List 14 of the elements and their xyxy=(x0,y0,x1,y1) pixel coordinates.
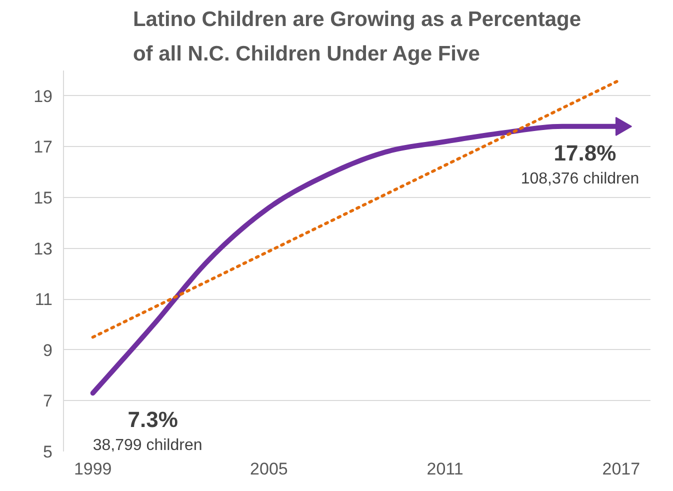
annotation: 17.8% 108,376 children xyxy=(520,140,640,188)
x-tick-label: 2011 xyxy=(426,460,464,478)
x-tick-label: 2005 xyxy=(250,460,288,478)
y-tick-label: 5 xyxy=(43,442,53,462)
x-tick-label: 2017 xyxy=(602,460,640,478)
y-tick-label: 11 xyxy=(34,290,53,310)
y-tick-label: 17 xyxy=(34,138,53,157)
y-tick-label: 19 xyxy=(34,86,53,106)
y-tick-label: 7 xyxy=(43,392,53,411)
y-tick-label: 13 xyxy=(34,239,53,258)
y-tick-label: 9 xyxy=(43,340,53,360)
chart-title: Latino Children are Growing as a Percentage of all N.C. Children Under Age Five xyxy=(132,8,582,66)
x-tick-label: 1999 xyxy=(74,460,112,478)
y-tick-label: 15 xyxy=(34,188,53,208)
